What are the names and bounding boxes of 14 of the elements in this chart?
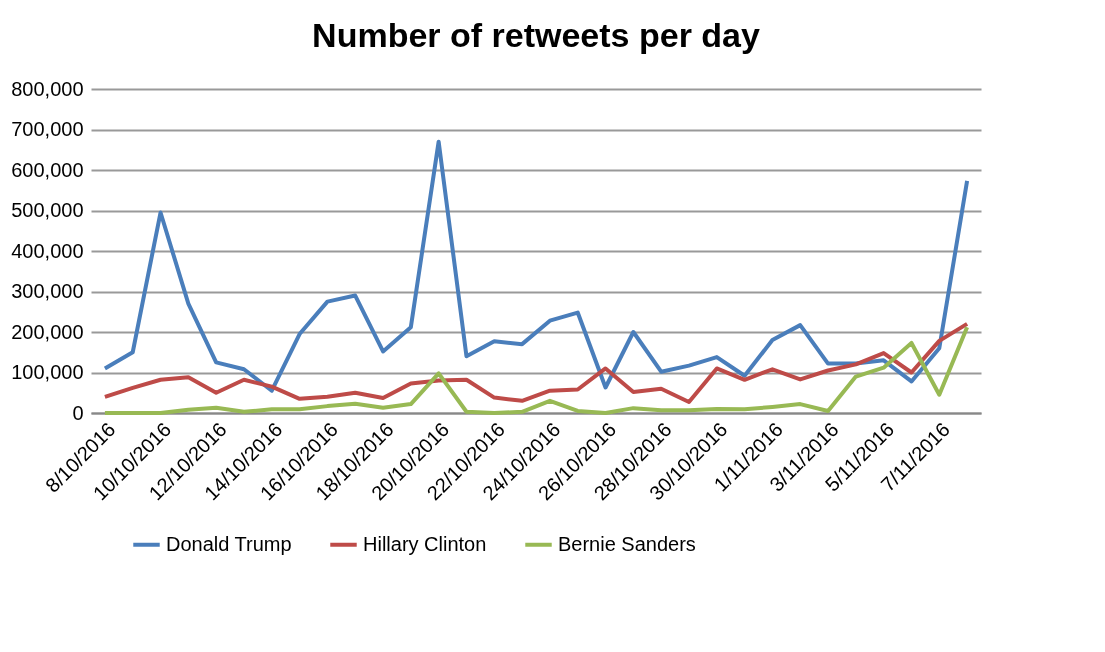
line-series	[102, 139, 970, 393]
legend-label: Bernie Sanders	[558, 532, 696, 555]
y-tick-label: 700,000	[11, 118, 84, 140]
y-tick-label: 400,000	[11, 239, 84, 262]
legend-label: Donald Trump	[166, 532, 292, 555]
y-tick-label: 600,000	[11, 158, 84, 181]
chart-title: Number of retweets per day	[312, 16, 760, 54]
y-tick-label: 200,000	[11, 320, 84, 343]
y-tick-label: 500,000	[11, 199, 84, 221]
y-tick-label: 100,000	[11, 361, 84, 383]
y-tick-label: 800,000	[11, 77, 84, 100]
legend-label: Hillary Clinton	[363, 532, 487, 555]
y-tick-label: 0	[72, 401, 84, 424]
y-tick-label: 300,000	[11, 280, 84, 302]
